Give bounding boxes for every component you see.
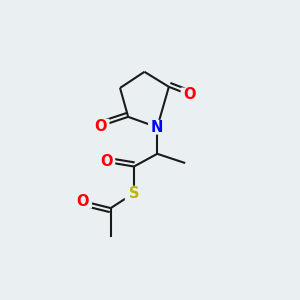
- Text: N: N: [151, 120, 164, 135]
- FancyBboxPatch shape: [181, 88, 199, 102]
- FancyBboxPatch shape: [91, 119, 110, 134]
- Text: O: O: [184, 87, 196, 102]
- Text: S: S: [129, 186, 139, 201]
- Text: O: O: [100, 154, 112, 169]
- FancyBboxPatch shape: [125, 186, 143, 200]
- FancyBboxPatch shape: [97, 154, 115, 169]
- Text: O: O: [76, 194, 89, 209]
- FancyBboxPatch shape: [74, 194, 92, 208]
- FancyBboxPatch shape: [148, 120, 166, 135]
- Text: O: O: [94, 118, 106, 134]
